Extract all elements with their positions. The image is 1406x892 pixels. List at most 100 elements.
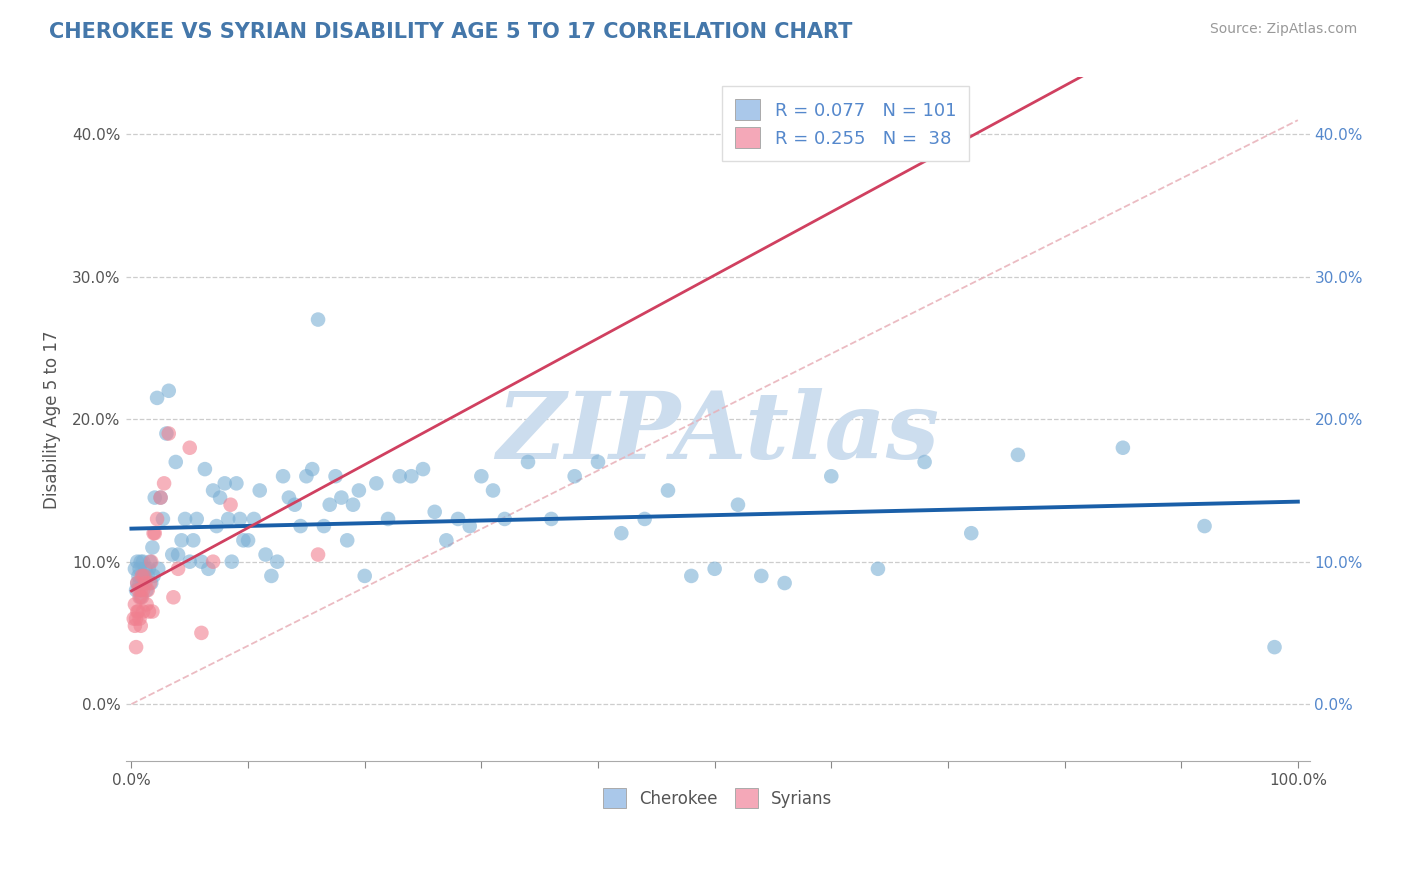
- Point: [134, 569, 156, 583]
- Point: [266, 555, 288, 569]
- Point: [249, 483, 271, 498]
- Y-axis label: Disability Age 5 to 17: Disability Age 5 to 17: [44, 330, 60, 508]
- Point: [162, 548, 184, 562]
- Point: [703, 562, 725, 576]
- Point: [307, 548, 329, 562]
- Point: [128, 562, 150, 576]
- Point: [143, 526, 166, 541]
- Point: [236, 533, 259, 548]
- Point: [132, 555, 155, 569]
- Point: [336, 533, 359, 548]
- Point: [124, 619, 146, 633]
- Point: [124, 598, 146, 612]
- Point: [181, 533, 204, 548]
- Point: [128, 612, 150, 626]
- Point: [134, 562, 156, 576]
- Point: [157, 384, 180, 398]
- Point: [131, 569, 153, 583]
- Point: [127, 583, 149, 598]
- Point: [434, 533, 457, 548]
- Point: [146, 512, 169, 526]
- Point: [170, 533, 193, 548]
- Text: Source: ZipAtlas.com: Source: ZipAtlas.com: [1209, 22, 1357, 37]
- Point: [634, 512, 657, 526]
- Point: [138, 605, 160, 619]
- Point: [174, 512, 197, 526]
- Point: [773, 576, 796, 591]
- Point: [254, 548, 277, 562]
- Point: [134, 576, 156, 591]
- Point: [214, 476, 236, 491]
- Point: [243, 512, 266, 526]
- Point: [129, 619, 152, 633]
- Point: [132, 569, 155, 583]
- Point: [219, 498, 242, 512]
- Point: [681, 569, 703, 583]
- Point: [157, 426, 180, 441]
- Point: [564, 469, 586, 483]
- Point: [194, 462, 217, 476]
- Point: [124, 562, 146, 576]
- Point: [330, 491, 353, 505]
- Point: [494, 512, 516, 526]
- Point: [141, 555, 163, 569]
- Point: [342, 498, 364, 512]
- Point: [225, 476, 247, 491]
- Point: [202, 483, 225, 498]
- Point: [458, 519, 481, 533]
- Point: [202, 555, 225, 569]
- Point: [146, 391, 169, 405]
- Point: [129, 591, 152, 605]
- Point: [162, 591, 184, 605]
- Point: [127, 605, 149, 619]
- Point: [139, 555, 162, 569]
- Point: [727, 498, 749, 512]
- Point: [138, 562, 160, 576]
- Point: [167, 562, 190, 576]
- Point: [301, 462, 323, 476]
- Point: [1263, 640, 1285, 654]
- Point: [129, 583, 152, 598]
- Point: [132, 583, 155, 598]
- Point: [388, 469, 411, 483]
- Point: [377, 512, 399, 526]
- Point: [190, 626, 212, 640]
- Point: [325, 469, 347, 483]
- Point: [143, 491, 166, 505]
- Point: [312, 519, 335, 533]
- Point: [141, 576, 163, 591]
- Point: [447, 512, 470, 526]
- Point: [128, 576, 150, 591]
- Point: [127, 605, 149, 619]
- Point: [134, 576, 156, 591]
- Point: [482, 483, 505, 498]
- Point: [540, 512, 562, 526]
- Point: [131, 576, 153, 591]
- Point: [142, 526, 165, 541]
- Point: [209, 491, 232, 505]
- Point: [820, 469, 842, 483]
- Point: [470, 469, 492, 483]
- Point: [190, 555, 212, 569]
- Point: [610, 526, 633, 541]
- Point: [1194, 519, 1216, 533]
- Point: [148, 562, 170, 576]
- Text: CHEROKEE VS SYRIAN DISABILITY AGE 5 TO 17 CORRELATION CHART: CHEROKEE VS SYRIAN DISABILITY AGE 5 TO 1…: [49, 22, 852, 42]
- Point: [960, 526, 983, 541]
- Point: [135, 598, 157, 612]
- Point: [129, 555, 152, 569]
- Point: [284, 498, 307, 512]
- Point: [167, 548, 190, 562]
- Point: [260, 569, 283, 583]
- Point: [319, 498, 342, 512]
- Legend: Cherokee, Syrians: Cherokee, Syrians: [596, 781, 839, 814]
- Point: [271, 469, 294, 483]
- Point: [139, 576, 162, 591]
- Point: [229, 512, 252, 526]
- Point: [142, 569, 165, 583]
- Point: [149, 491, 172, 505]
- Point: [131, 591, 153, 605]
- Point: [232, 533, 254, 548]
- Point: [179, 441, 201, 455]
- Point: [136, 583, 159, 598]
